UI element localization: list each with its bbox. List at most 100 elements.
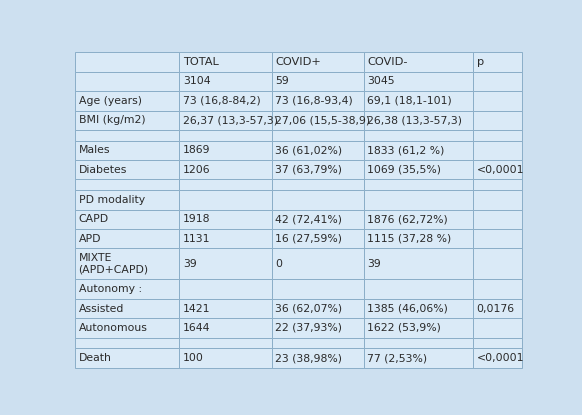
Text: 1131: 1131 bbox=[183, 234, 211, 244]
Bar bbox=[75, 348, 179, 368]
Text: 39: 39 bbox=[183, 259, 197, 269]
Text: 22 (37,93%): 22 (37,93%) bbox=[275, 323, 342, 333]
Bar bbox=[473, 110, 521, 130]
Bar bbox=[75, 52, 179, 72]
Bar bbox=[364, 249, 473, 279]
Text: 36 (61,02%): 36 (61,02%) bbox=[275, 145, 342, 155]
Bar bbox=[75, 130, 179, 141]
Bar bbox=[272, 130, 364, 141]
Bar bbox=[272, 141, 364, 160]
Bar bbox=[272, 210, 364, 229]
Text: 1115 (37,28 %): 1115 (37,28 %) bbox=[367, 234, 452, 244]
Bar bbox=[179, 179, 272, 190]
Text: <0,0001: <0,0001 bbox=[477, 165, 524, 175]
Bar bbox=[473, 348, 521, 368]
Text: Males: Males bbox=[79, 145, 110, 155]
Text: 77 (2,53%): 77 (2,53%) bbox=[367, 353, 428, 363]
Bar bbox=[364, 110, 473, 130]
Bar bbox=[364, 190, 473, 210]
Text: MIXTE
(APD+CAPD): MIXTE (APD+CAPD) bbox=[79, 253, 149, 275]
Bar bbox=[272, 348, 364, 368]
Bar bbox=[473, 179, 521, 190]
Bar bbox=[473, 72, 521, 91]
Text: p: p bbox=[477, 57, 484, 67]
Text: COVID+: COVID+ bbox=[275, 57, 321, 67]
Bar bbox=[364, 229, 473, 249]
Bar bbox=[75, 91, 179, 110]
Text: 39: 39 bbox=[367, 259, 381, 269]
Text: 1206: 1206 bbox=[183, 165, 211, 175]
Bar bbox=[179, 249, 272, 279]
Text: TOTAL: TOTAL bbox=[183, 57, 219, 67]
Bar bbox=[272, 299, 364, 318]
Text: Assisted: Assisted bbox=[79, 303, 124, 314]
Bar bbox=[179, 91, 272, 110]
Bar bbox=[179, 210, 272, 229]
Bar bbox=[364, 160, 473, 179]
Bar bbox=[364, 348, 473, 368]
Bar bbox=[364, 72, 473, 91]
Text: APD: APD bbox=[79, 234, 101, 244]
Text: 1069 (35,5%): 1069 (35,5%) bbox=[367, 165, 441, 175]
Text: 59: 59 bbox=[275, 76, 289, 86]
Bar bbox=[473, 229, 521, 249]
Text: 26,37 (13,3-57,3): 26,37 (13,3-57,3) bbox=[183, 115, 278, 125]
Bar bbox=[179, 338, 272, 348]
Text: PD modality: PD modality bbox=[79, 195, 145, 205]
Text: 1869: 1869 bbox=[183, 145, 211, 155]
Bar bbox=[272, 249, 364, 279]
Bar bbox=[473, 210, 521, 229]
Bar bbox=[179, 110, 272, 130]
Text: 42 (72,41%): 42 (72,41%) bbox=[275, 214, 342, 224]
Bar bbox=[272, 318, 364, 338]
Bar bbox=[364, 179, 473, 190]
Bar bbox=[272, 338, 364, 348]
Bar bbox=[75, 160, 179, 179]
Bar bbox=[473, 338, 521, 348]
Bar bbox=[364, 91, 473, 110]
Bar bbox=[272, 279, 364, 299]
Text: 1833 (61,2 %): 1833 (61,2 %) bbox=[367, 145, 445, 155]
Bar bbox=[364, 210, 473, 229]
Bar bbox=[75, 338, 179, 348]
Bar bbox=[473, 141, 521, 160]
Bar bbox=[473, 130, 521, 141]
Bar bbox=[75, 229, 179, 249]
Bar bbox=[179, 141, 272, 160]
Bar bbox=[179, 52, 272, 72]
Bar bbox=[473, 160, 521, 179]
Bar bbox=[473, 249, 521, 279]
Bar bbox=[364, 318, 473, 338]
Bar bbox=[75, 210, 179, 229]
Bar bbox=[75, 299, 179, 318]
Bar bbox=[364, 299, 473, 318]
Bar bbox=[272, 72, 364, 91]
Bar bbox=[179, 229, 272, 249]
Text: 16 (27,59%): 16 (27,59%) bbox=[275, 234, 342, 244]
Text: 26,38 (13,3-57,3): 26,38 (13,3-57,3) bbox=[367, 115, 463, 125]
Text: 23 (38,98%): 23 (38,98%) bbox=[275, 353, 342, 363]
Text: BMI (kg/m2): BMI (kg/m2) bbox=[79, 115, 146, 125]
Text: 73 (16,8-84,2): 73 (16,8-84,2) bbox=[183, 96, 261, 106]
Bar bbox=[179, 130, 272, 141]
Bar bbox=[364, 338, 473, 348]
Text: Diabetes: Diabetes bbox=[79, 165, 127, 175]
Text: 27,06 (15,5-38,9): 27,06 (15,5-38,9) bbox=[275, 115, 370, 125]
Text: COVID-: COVID- bbox=[367, 57, 408, 67]
Bar bbox=[473, 190, 521, 210]
Bar bbox=[272, 91, 364, 110]
Text: 1876 (62,72%): 1876 (62,72%) bbox=[367, 214, 448, 224]
Bar bbox=[179, 299, 272, 318]
Bar bbox=[179, 72, 272, 91]
Bar bbox=[364, 279, 473, 299]
Bar bbox=[75, 318, 179, 338]
Text: 3104: 3104 bbox=[183, 76, 211, 86]
Text: 1644: 1644 bbox=[183, 323, 211, 333]
Text: Autonomous: Autonomous bbox=[79, 323, 147, 333]
Bar bbox=[473, 91, 521, 110]
Bar bbox=[473, 318, 521, 338]
Bar bbox=[179, 348, 272, 368]
Bar bbox=[75, 141, 179, 160]
Bar bbox=[75, 179, 179, 190]
Bar bbox=[473, 52, 521, 72]
